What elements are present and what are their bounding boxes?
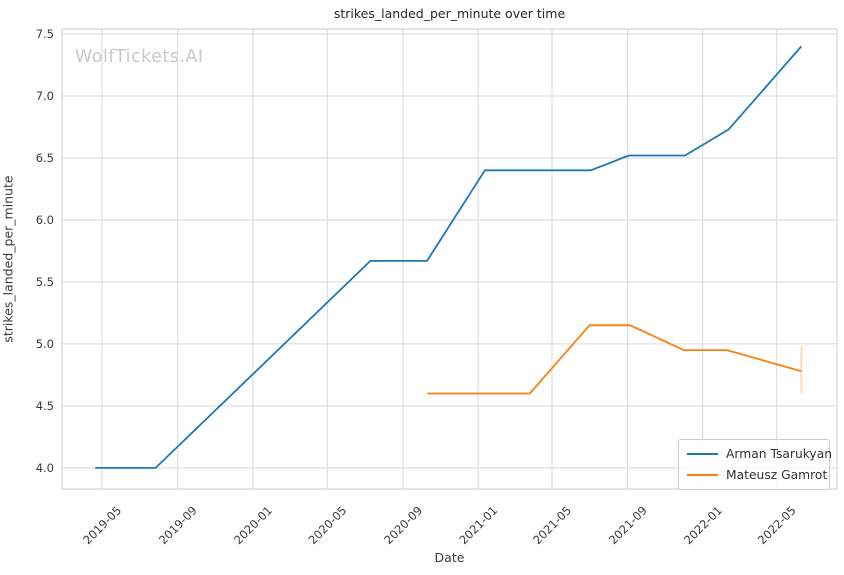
y-tick-label: 6.0 [36,213,54,227]
y-tick-label: 5.0 [36,337,54,351]
y-tick-label: 6.5 [36,151,54,165]
x-tick-label: 2021-05 [530,503,574,547]
legend-label: Arman Tsarukyan [726,447,833,461]
series-line-arman-tsarukyan [95,45,802,469]
watermark-text: WolfTickets.AI [75,47,204,67]
x-axis-label: Date [434,550,465,565]
legend-label: Mateusz Gamrot [726,468,828,482]
x-tick-label: 2020-05 [306,503,350,547]
legend: Arman Tsarukyan Mateusz Gamrot [678,439,832,490]
x-tick-label: 2020-01 [231,503,275,547]
y-tick-label: 5.5 [36,275,54,289]
x-tick-label: 2022-01 [681,503,725,547]
y-tick-label: 4.5 [36,399,54,413]
x-tick-label: 2021-09 [606,503,650,547]
x-tick-label: 2019-09 [156,503,200,547]
legend-entry-mateusz-gamrot: Mateusz Gamrot [687,467,827,483]
chart-title: strikes_landed_per_minute over time [333,6,566,21]
legend-line-swatch-blue [687,452,718,456]
x-tick-label: 2021-01 [456,503,500,547]
legend-line-swatch-orange [687,473,718,477]
y-tick-label: 7.0 [36,89,54,103]
x-tick-label: 2019-05 [80,503,124,547]
y-tick-label: 7.5 [36,27,54,41]
x-tick-label: 2022-05 [755,503,799,547]
plot-border [61,28,838,490]
y-tick-label: 4.0 [36,461,54,475]
legend-entry-arman-tsarukyan: Arman Tsarukyan [687,446,832,462]
x-tick-label: 2020-09 [381,503,425,547]
series-line-mateusz-gamrot [427,324,802,395]
